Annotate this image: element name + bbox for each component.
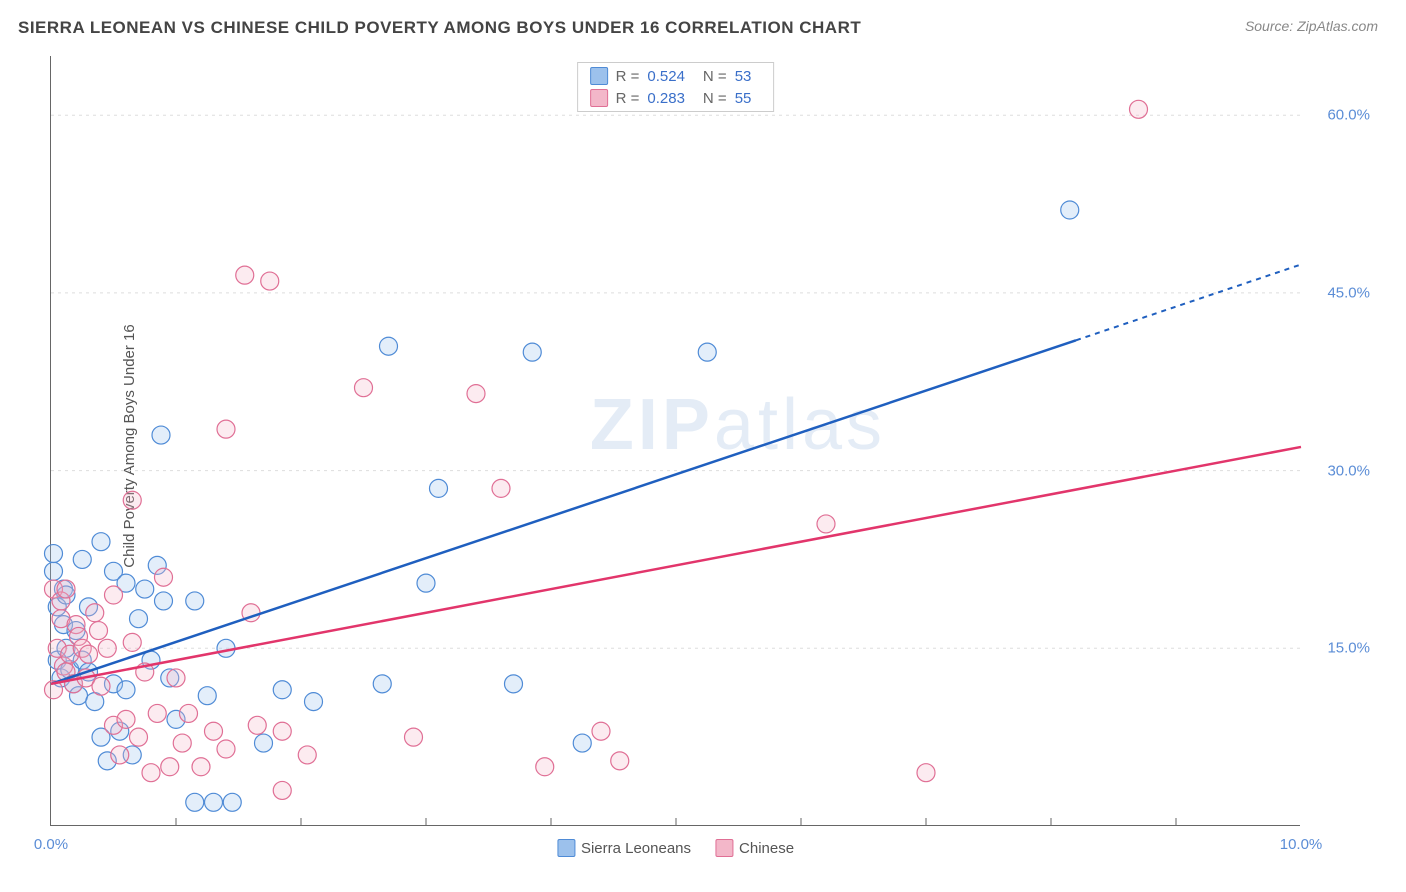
regression-line-ext-sierra_leoneans <box>1076 264 1301 340</box>
source-prefix: Source: <box>1245 18 1297 34</box>
regression-line-chinese <box>51 447 1301 684</box>
legend-label: Chinese <box>739 840 794 857</box>
xtick-label: 0.0% <box>34 836 68 853</box>
r-label: R = <box>616 68 640 85</box>
ytick-label: 45.0% <box>1310 284 1370 301</box>
n-label: N = <box>703 90 727 107</box>
stats-row-sierra_leoneans: R = 0.524 N = 53 <box>586 65 766 87</box>
bottom-legend: Sierra Leoneans Chinese <box>557 839 794 857</box>
stats-row-chinese: R = 0.283 N = 55 <box>586 87 766 109</box>
legend-swatch-icon <box>715 839 733 857</box>
line-layer <box>51 56 1300 825</box>
legend-item-chinese: Chinese <box>715 839 794 857</box>
chart-title: SIERRA LEONEAN VS CHINESE CHILD POVERTY … <box>18 18 861 38</box>
ytick-label: 15.0% <box>1310 640 1370 657</box>
regression-line-sierra_leoneans <box>51 340 1076 684</box>
stats-legend: R = 0.524 N = 53 R = 0.283 N = 55 <box>577 62 775 112</box>
r-value: 0.524 <box>647 68 685 85</box>
legend-swatch-icon <box>557 839 575 857</box>
n-label: N = <box>703 68 727 85</box>
ytick-label: 60.0% <box>1310 107 1370 124</box>
source-name: ZipAtlas.com <box>1297 18 1378 34</box>
legend-swatch-icon <box>590 89 608 107</box>
n-value: 53 <box>735 68 752 85</box>
r-label: R = <box>616 90 640 107</box>
legend-swatch-icon <box>590 67 608 85</box>
legend-item-sierra_leoneans: Sierra Leoneans <box>557 839 691 857</box>
ytick-label: 30.0% <box>1310 462 1370 479</box>
n-value: 55 <box>735 90 752 107</box>
source-attribution: Source: ZipAtlas.com <box>1245 18 1378 34</box>
xtick-label: 10.0% <box>1280 836 1323 853</box>
r-value: 0.283 <box>647 90 685 107</box>
legend-label: Sierra Leoneans <box>581 840 691 857</box>
plot-area: ZIPatlas R =0.524N =53R =0.283N =55 Sier… <box>50 56 1300 826</box>
